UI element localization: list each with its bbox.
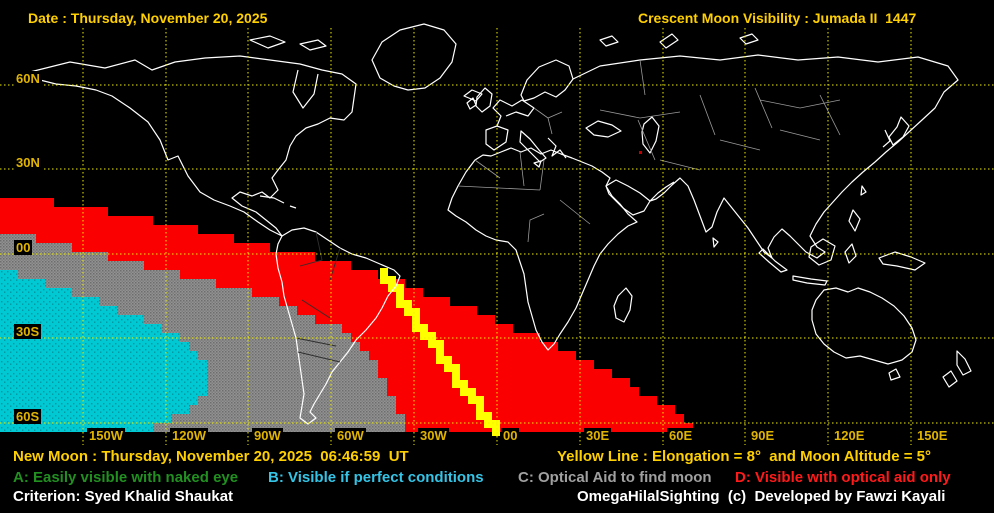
country-borders (457, 59, 841, 243)
legend-item-c: C: Optical Aid to find moon (518, 469, 712, 486)
city-marker (639, 151, 642, 154)
lon-label-150E: 150E (915, 428, 950, 443)
lon-label-150W: 150W (87, 428, 125, 443)
lon-label-00: 00 (501, 428, 520, 443)
criterion-text: Criterion: Syed Khalid Shaukat (13, 488, 234, 505)
lat-label-00: 00 (14, 240, 33, 255)
coastline-south-america (275, 227, 401, 425)
lat-label-60N: 60N (14, 71, 42, 86)
coastline-greenland (371, 23, 457, 91)
lon-label-120E: 120E (832, 428, 867, 443)
coastline-iberia (485, 125, 509, 151)
south-america-borders (295, 231, 341, 363)
lon-label-30W: 30W (418, 428, 449, 443)
coastline-asia (572, 54, 959, 259)
coastline-black-sea (585, 120, 622, 138)
coastline-caspian-sea (641, 116, 660, 154)
zone-b-cyan (0, 270, 207, 432)
yellow-criterion-line-layer (380, 151, 642, 436)
lon-label-60E: 60E (667, 428, 695, 443)
coastline-north-america (29, 55, 357, 237)
coastline-new-zealand (942, 350, 972, 388)
visibility-title: Crescent Moon Visibility : Jumada II 144… (638, 10, 917, 26)
coastlines (29, 23, 972, 425)
coastline-hudson-bay (292, 69, 319, 109)
coastline-france (492, 99, 535, 127)
coastline-africa (447, 147, 638, 351)
borders-south-america (295, 231, 341, 363)
borders-asia (599, 59, 841, 171)
coastline-italy (519, 130, 547, 168)
coastline-arctic-islands (249, 33, 759, 51)
lat-lon-grid (0, 28, 994, 445)
legend-item-d: D: Visible with optical aid only (735, 469, 951, 486)
borders-africa (457, 151, 591, 243)
coastline-philippines-taiwan (712, 185, 867, 248)
lat-label-30N: 30N (14, 155, 42, 170)
yellow-criterion-line (380, 268, 500, 436)
borders-europe (533, 107, 563, 135)
legend-item-a: A: Easily visible with naked eye (13, 469, 239, 486)
lon-label-90E: 90E (749, 428, 777, 443)
lat-label-30S: 30S (14, 324, 42, 339)
legend-item-b: B: Visible if perfect conditions (268, 469, 484, 486)
coastline-madagascar (613, 287, 633, 323)
lon-label-30E: 30E (584, 428, 612, 443)
yellow-line-info-text: Yellow Line : Elongation = 8° and Moon A… (557, 448, 931, 465)
coastline-scandinavia (520, 59, 574, 102)
credit-text: OmegaHilalSighting (c) Developed by Fawz… (577, 488, 946, 505)
coastline-caribbean (259, 195, 297, 209)
coastline-australia (811, 287, 917, 381)
new-moon-text: New Moon : Thursday, November 20, 2025 0… (13, 448, 409, 465)
coastline-balkans (547, 137, 567, 159)
visibility-zones (0, 189, 693, 432)
coastline-britain (466, 87, 493, 113)
lat-label-60S: 60S (14, 409, 42, 424)
coastline-indonesia (758, 238, 926, 286)
lon-label-60W: 60W (335, 428, 366, 443)
coastline-arabia (605, 179, 651, 216)
lon-label-120W: 120W (170, 428, 208, 443)
date-title: Date : Thursday, November 20, 2025 (28, 10, 268, 26)
coastline-japan-korea (882, 116, 910, 148)
lon-label-90W: 90W (252, 428, 283, 443)
